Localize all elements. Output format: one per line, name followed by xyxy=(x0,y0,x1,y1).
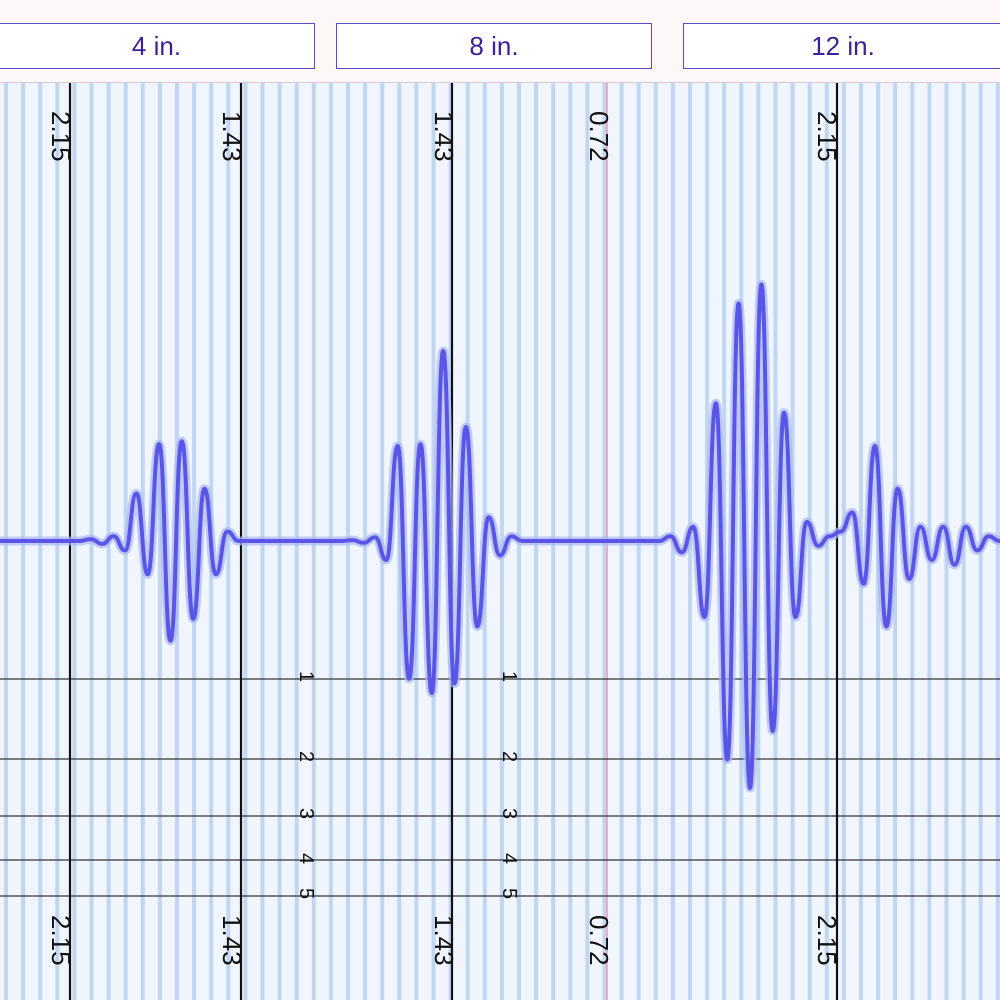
scale-label-bottom-4: 0.72 xyxy=(584,915,614,966)
scale-label-top-3: 1.43 xyxy=(429,111,459,162)
waveform-trace xyxy=(0,282,1000,790)
scale-label-top-4: 0.72 xyxy=(584,111,614,162)
depth-label-2: 2 xyxy=(295,751,317,762)
scale-label-top-1: 2.15 xyxy=(46,111,76,162)
grid-stripe xyxy=(192,83,197,1000)
depth-label-1: 1 xyxy=(498,671,520,682)
grid-stripe xyxy=(807,83,812,1000)
depth-label-5: 5 xyxy=(498,888,520,899)
scale-label-bottom-1: 2.15 xyxy=(46,915,76,966)
grid-stripe xyxy=(499,83,504,1000)
depth-label-1: 1 xyxy=(295,671,317,682)
header-divider xyxy=(0,82,1000,83)
waveform-chart: 2.15 2.15 1.43 1.43 1.43 1.43 0.72 0.72 2.15 2.15… xyxy=(0,83,1000,1000)
depth-label-4: 4 xyxy=(295,853,317,864)
scale-label-bottom-5: 2.15 xyxy=(812,915,842,966)
scale-label-top-5: 2.15 xyxy=(812,111,842,162)
depth-label-3: 3 xyxy=(498,808,520,819)
scale-label-top-2: 1.43 xyxy=(217,111,247,162)
grid-stripe xyxy=(226,83,231,1000)
depth-label-4: 4 xyxy=(498,853,520,864)
tab-8-in[interactable]: 8 in. xyxy=(336,23,652,69)
depth-label-2: 2 xyxy=(498,751,520,762)
scale-label-bottom-2: 1.43 xyxy=(217,915,247,966)
scale-label-bottom-3: 1.43 xyxy=(429,915,459,966)
tab-12-in[interactable]: 12 in. xyxy=(683,23,1000,69)
depth-label-3: 3 xyxy=(295,808,317,819)
grid-stripe xyxy=(157,83,162,1000)
header-bar: 4 in. 8 in. 12 in. xyxy=(0,0,1000,83)
depth-label-5: 5 xyxy=(295,888,317,899)
grid-stripe xyxy=(841,83,846,1000)
tab-4-in[interactable]: 4 in. xyxy=(0,23,315,69)
